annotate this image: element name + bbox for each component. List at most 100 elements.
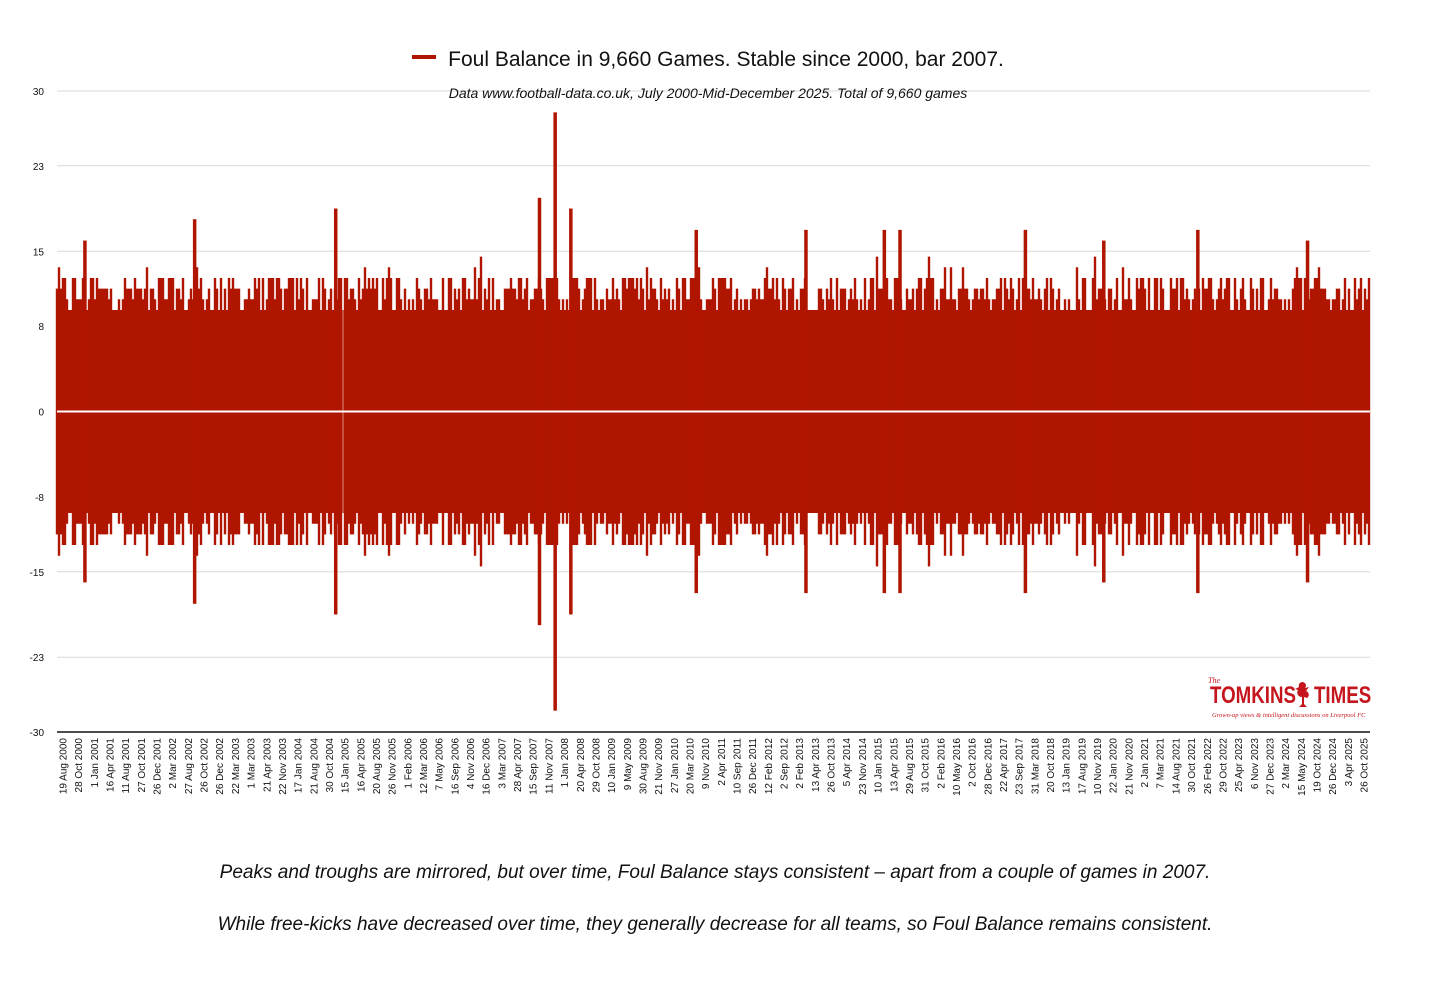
x-tick-label: 21 Nov 2020 — [1124, 738, 1135, 795]
bar — [1023, 229, 1028, 412]
logo-the: The — [1208, 676, 1220, 685]
x-tick-label: 10 Nov 2019 — [1093, 738, 1104, 795]
x-tick-label: 27 Jan 2010 — [670, 738, 681, 793]
x-tick-label: 23 Sep 2017 — [1015, 738, 1026, 795]
x-tick-label: 13 Jan 2019 — [1062, 738, 1073, 793]
x-tick-label: 10 Sep 2011 — [733, 738, 744, 794]
x-tick-label: 27 Aug 2002 — [184, 738, 195, 795]
x-tick-label: 3 Mar 2007 — [497, 738, 508, 789]
x-tick-label: 2 Mar 2002 — [168, 738, 179, 789]
logo-tagline: Grown-up views & intelligent discussions… — [1212, 712, 1366, 719]
chart-subtitle: Data www.football-data.co.uk, July 2000-… — [448, 85, 968, 101]
x-tick-label: 28 Oct 2000 — [74, 738, 85, 793]
x-tick-label: 17 Aug 2019 — [1077, 738, 1088, 795]
x-tick-label: 10 May 2016 — [952, 738, 963, 796]
bar — [83, 240, 87, 412]
x-tick-label: 20 Aug 2005 — [372, 738, 383, 795]
x-tick-label: 22 Nov 2003 — [278, 738, 289, 795]
x-tick-label: 20 Mar 2010 — [685, 738, 696, 795]
x-tick-label: 31 Mar 2018 — [1030, 738, 1041, 795]
bar — [537, 197, 542, 412]
x-tick-label: 22 Apr 2017 — [999, 738, 1010, 792]
x-tick-label: 29 Aug 2015 — [905, 738, 916, 795]
x-tick-label: 30 Oct 2021 — [1187, 738, 1198, 793]
y-tick-label: 23 — [33, 162, 45, 173]
bar — [569, 208, 573, 412]
x-tick-label: 11 Aug 2001 — [121, 738, 132, 794]
x-tick-label: 10 Jan 2015 — [874, 738, 885, 793]
x-tick-label: 3 Apr 2025 — [1344, 738, 1355, 787]
x-tick-label: 22 Jan 2020 — [1109, 738, 1120, 793]
caption-line-2: While free-kicks have decreased over tim… — [217, 914, 1213, 935]
bar — [569, 411, 573, 615]
x-tick-label: 26 Nov 2005 — [388, 738, 399, 795]
x-tick-label: 26 Oct 2025 — [1360, 738, 1371, 793]
x-tick-label: 23 Nov 2014 — [858, 738, 869, 795]
bar — [553, 411, 557, 711]
x-tick-label: 22 Mar 2003 — [231, 738, 242, 795]
bar — [1305, 240, 1310, 412]
logo-word-tomkins: TOMKINS — [1210, 682, 1296, 709]
bar — [694, 411, 698, 594]
y-tick-label: -30 — [30, 728, 45, 739]
x-tick-label: 19 Oct 2024 — [1312, 738, 1323, 793]
y-tick-label: 30 — [33, 87, 45, 98]
bar — [333, 411, 338, 615]
x-tick-label: 13 Apr 2015 — [889, 738, 900, 792]
x-tick-label: 9 May 2009 — [623, 738, 634, 791]
y-tick-label: -15 — [30, 568, 45, 579]
y-tick-label: 8 — [38, 322, 44, 333]
x-tick-label: 25 Apr 2023 — [1234, 738, 1245, 792]
x-tick-label: 12 Mar 2006 — [419, 738, 430, 795]
x-tick-label: 2 Sep 2012 — [780, 738, 791, 790]
x-tick-label: 28 Apr 2007 — [513, 738, 524, 792]
x-tick-label: 2 Feb 2016 — [936, 738, 947, 789]
y-tick-label: 15 — [33, 247, 45, 258]
x-tick-label: 27 Oct 2001 — [137, 738, 148, 793]
y-tick-label: 0 — [38, 408, 44, 419]
x-tick-label: 26 Dec 2024 — [1328, 738, 1339, 795]
liverbird-icon — [1295, 682, 1309, 707]
x-tick-label: 31 Oct 2015 — [921, 738, 932, 793]
x-tick-label: 26 Feb 2022 — [1203, 738, 1214, 795]
x-tick-label: 30 Aug 2009 — [638, 738, 649, 795]
bar — [333, 208, 338, 412]
x-tick-label: 12 Feb 2012 — [764, 738, 775, 795]
x-tick-label: 9 Nov 2010 — [701, 738, 712, 790]
x-tick-label: 10 Jan 2009 — [607, 738, 618, 793]
bar — [1196, 411, 1200, 594]
x-tick-label: 2 Apr 2011 — [717, 738, 728, 786]
bar — [1305, 411, 1310, 583]
bar — [192, 411, 197, 604]
x-tick-label: 15 Sep 2007 — [529, 738, 540, 795]
x-axis-ticks: 19 Aug 2000 28 Oct 2000 1 Jan 2001 16 Apr 2… — [59, 738, 1371, 796]
bar — [1196, 229, 1200, 412]
x-tick-label: 13 Apr 2013 — [811, 738, 822, 792]
x-tick-label: 15 Jan 2005 — [341, 738, 352, 793]
bar — [882, 229, 887, 412]
x-tick-label: 2 Mar 2024 — [1281, 738, 1292, 789]
x-tick-label: 7 Mar 2021 — [1156, 738, 1167, 789]
x-tick-label: 1 Jan 2001 — [90, 738, 101, 788]
x-tick-label: 16 Apr 2001 — [106, 738, 117, 792]
x-tick-label: 1 Feb 2006 — [403, 738, 414, 789]
x-tick-label: 21 Nov 2009 — [654, 738, 665, 795]
x-tick-label: 15 May 2024 — [1297, 738, 1308, 796]
caption-line-1: Peaks and troughs are mirrored, but over… — [219, 862, 1211, 883]
bar — [898, 411, 902, 594]
x-tick-label: 26 Dec 2011 — [748, 738, 759, 794]
x-tick-label: 6 Nov 2023 — [1250, 738, 1261, 790]
x-tick-label: 7 May 2006 — [435, 738, 446, 791]
x-tick-label: 26 Dec 2002 — [215, 738, 226, 795]
x-tick-label: 16 Sep 2006 — [450, 738, 461, 795]
x-tick-label: 26 Dec 2001 — [153, 738, 164, 795]
x-tick-label: 1 Jan 2008 — [560, 738, 571, 788]
bar — [83, 411, 87, 583]
x-tick-label: 21 Aug 2004 — [309, 738, 320, 795]
bar — [553, 112, 557, 412]
bar — [882, 411, 887, 594]
x-tick-label: 29 Oct 2008 — [591, 738, 602, 793]
bar — [192, 219, 197, 412]
x-tick-label: 20 Oct 2018 — [1046, 738, 1057, 793]
bar — [537, 411, 542, 626]
